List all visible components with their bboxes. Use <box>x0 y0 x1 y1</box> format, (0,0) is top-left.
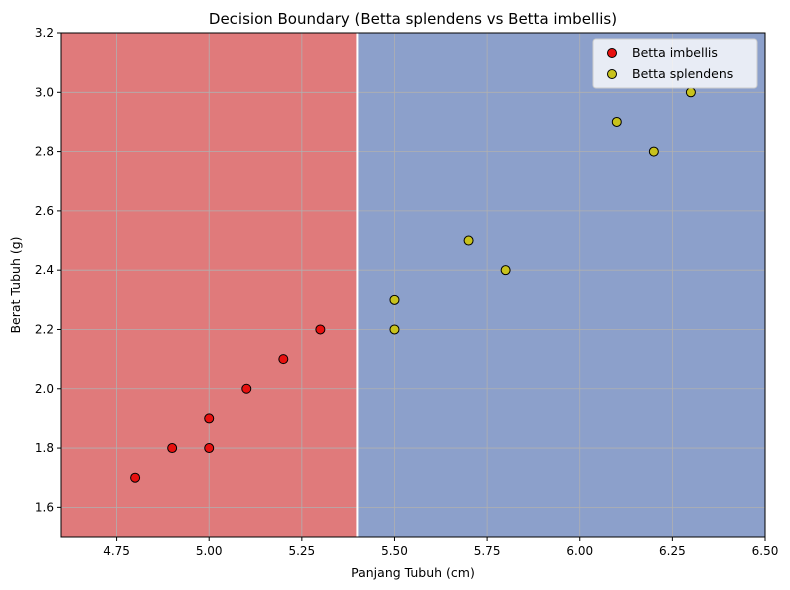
data-points <box>130 87 696 483</box>
x-axis-label: Panjang Tubuh (cm) <box>351 565 475 580</box>
point-series-1 <box>500 265 511 276</box>
y-tick-label: 2.8 <box>35 145 54 159</box>
legend-label: Betta splendens <box>632 66 733 81</box>
plot-frame <box>60 32 766 538</box>
x-axis-ticks: 4.75 5.00 5.25 5.50 5.75 6.00 6.25 6.50 <box>103 537 778 558</box>
y-tick-label: 1.8 <box>35 441 54 455</box>
legend: Betta imbellis Betta splendens <box>592 38 758 89</box>
y-tick-label: 2.2 <box>35 322 54 336</box>
x-tick-label: 6.00 <box>566 544 593 558</box>
point-series-0 <box>204 413 215 424</box>
point-series-0 <box>241 383 252 394</box>
point-series-0 <box>278 354 289 365</box>
x-tick-label: 6.25 <box>659 544 686 558</box>
legend-label: Betta imbellis <box>632 45 718 60</box>
point-series-0 <box>130 472 141 483</box>
x-tick-label: 5.25 <box>288 544 315 558</box>
legend-box <box>592 38 758 89</box>
point-series-1 <box>389 294 400 305</box>
point-series-0 <box>204 443 215 454</box>
legend-marker <box>607 48 617 58</box>
point-series-1 <box>611 116 622 127</box>
legend-marker <box>607 69 617 79</box>
y-tick-label: 2.6 <box>35 204 54 218</box>
point-series-0 <box>315 324 326 335</box>
point-series-0 <box>167 443 178 454</box>
decision-regions <box>61 33 765 537</box>
y-tick-label: 2.4 <box>35 263 54 277</box>
x-tick-label: 5.75 <box>474 544 501 558</box>
y-tick-label: 3.0 <box>35 85 54 99</box>
region-right <box>357 33 765 537</box>
y-axis-label: Berat Tubuh (g) <box>8 236 23 333</box>
x-tick-label: 5.00 <box>196 544 223 558</box>
point-series-1 <box>648 146 659 157</box>
chart-title: Decision Boundary (Betta splendens vs Be… <box>209 10 617 28</box>
y-axis-ticks: 1.6 1.8 2.0 2.2 2.4 2.6 2.8 3.0 3.2 <box>35 26 61 514</box>
x-tick-label: 4.75 <box>103 544 130 558</box>
y-tick-label: 3.2 <box>35 26 54 40</box>
x-tick-label: 6.50 <box>752 544 779 558</box>
x-tick-label: 5.50 <box>381 544 408 558</box>
y-tick-label: 2.0 <box>35 382 54 396</box>
y-tick-label: 1.6 <box>35 500 54 514</box>
point-series-1 <box>463 235 474 246</box>
point-series-1 <box>685 87 696 98</box>
point-series-1 <box>389 324 400 335</box>
